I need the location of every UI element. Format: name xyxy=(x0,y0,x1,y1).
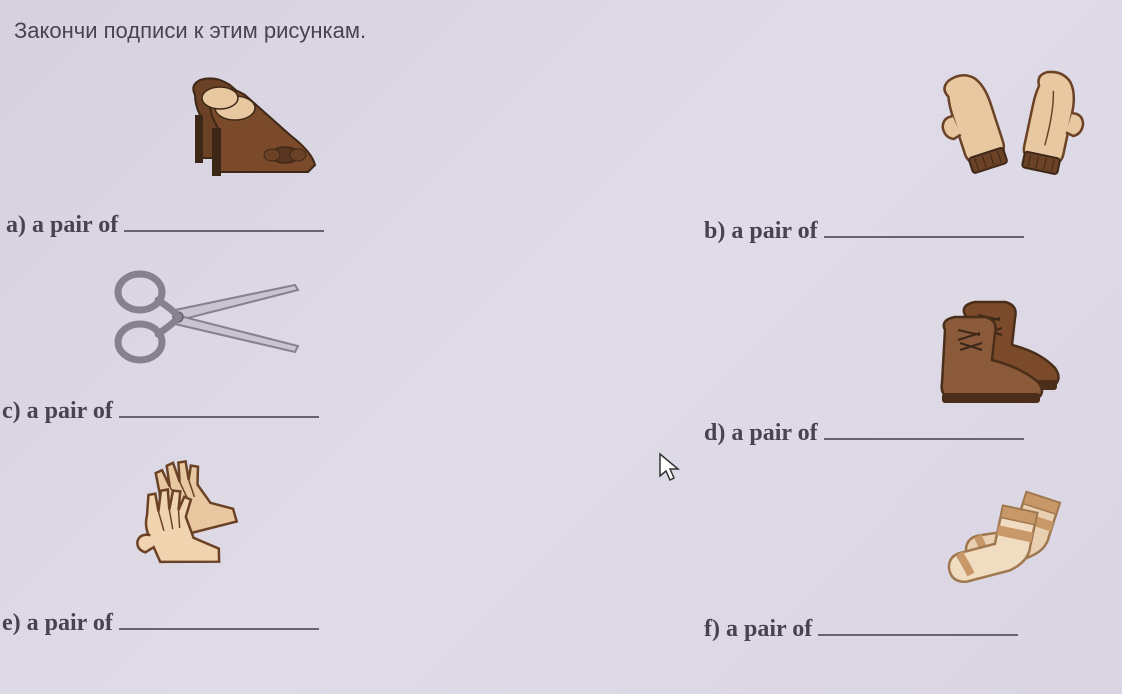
label-row-f: f) a pair of xyxy=(704,616,1100,643)
blank-line[interactable] xyxy=(119,398,319,418)
blank-line[interactable] xyxy=(824,420,1024,440)
label-row-b: b) a pair of xyxy=(704,218,1100,245)
item-letter: b) xyxy=(704,218,725,245)
exercise-item-c: c) a pair of xyxy=(0,260,319,425)
socks-image xyxy=(920,480,1100,600)
blank-line[interactable] xyxy=(818,616,1018,636)
item-prefix: a pair of xyxy=(731,420,817,447)
item-letter: c) xyxy=(2,398,21,425)
item-prefix: a pair of xyxy=(27,398,113,425)
instruction-text: Закончи подписи к этим рисункам. xyxy=(14,18,366,44)
label-row-a: a) a pair of xyxy=(6,212,330,239)
shoes-image xyxy=(140,60,330,200)
exercise-item-d: d) a pair of xyxy=(700,290,1100,447)
item-prefix: a pair of xyxy=(731,218,817,245)
item-prefix: a pair of xyxy=(27,610,113,637)
exercise-item-b: b) a pair of xyxy=(700,60,1100,245)
item-letter: a) xyxy=(6,212,26,239)
cursor-icon xyxy=(658,452,682,489)
label-row-e: e) a pair of xyxy=(2,610,319,637)
blank-line[interactable] xyxy=(119,610,319,630)
scissors-image xyxy=(100,260,310,380)
item-prefix: a pair of xyxy=(32,212,118,239)
blank-line[interactable] xyxy=(824,218,1024,238)
boots-image xyxy=(920,290,1100,410)
gloves-image xyxy=(100,450,290,580)
item-letter: f) xyxy=(704,616,720,643)
blank-line[interactable] xyxy=(124,212,324,232)
label-row-d: d) a pair of xyxy=(704,420,1100,447)
label-row-c: c) a pair of xyxy=(2,398,319,425)
exercise-item-f: f) a pair of xyxy=(700,480,1100,643)
exercise-item-a: a) a pair of xyxy=(0,60,330,239)
item-prefix: a pair of xyxy=(726,616,812,643)
item-letter: e) xyxy=(2,610,21,637)
exercise-item-e: e) a pair of xyxy=(0,450,319,637)
item-letter: d) xyxy=(704,420,725,447)
mittens-image xyxy=(930,60,1100,200)
